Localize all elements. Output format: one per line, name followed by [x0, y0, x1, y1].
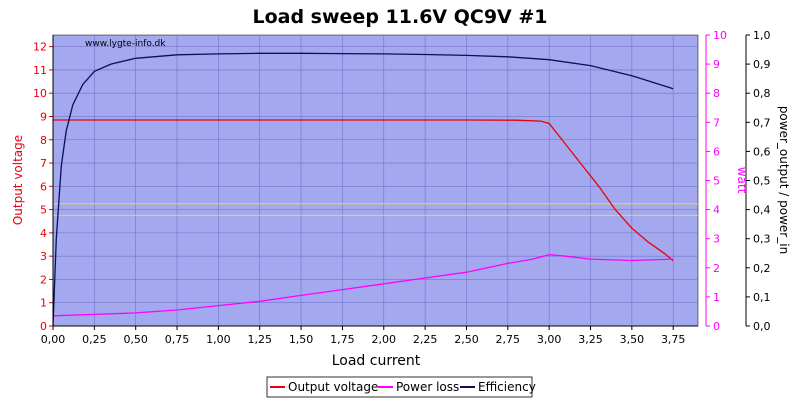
y-left-tick-label: 7	[40, 157, 47, 170]
x-tick-label: 1,00	[206, 333, 231, 346]
y-right-watt-tick-label: 8	[713, 87, 720, 100]
x-tick-label: 0,25	[82, 333, 107, 346]
y-right-efficiency-tick-label: 0,2	[753, 262, 771, 275]
legend-label-output-voltage: Output voltage	[288, 380, 378, 394]
x-tick-label: 3,00	[537, 333, 562, 346]
y-right-watt-tick-label: 2	[713, 262, 720, 275]
x-tick-label: 0,75	[165, 333, 190, 346]
series-efficiency	[52, 52, 674, 327]
y-right-watt-tick-label: 10	[713, 29, 727, 42]
y-right-watt-tick-label: 5	[713, 175, 720, 188]
y-left-tick-label: 3	[40, 250, 47, 263]
y-left-tick-label: 12	[33, 41, 47, 54]
y-right-efficiency-tick-label: 0,6	[753, 145, 771, 158]
reference-lines	[53, 203, 698, 216]
chart-title: Load sweep 11.6V QC9V #1	[252, 6, 547, 28]
x-tick-label: 1,75	[330, 333, 355, 346]
x-tick-label: 3,50	[620, 333, 645, 346]
y-right-efficiency-tick-label: 0,1	[753, 291, 771, 304]
plot-area	[52, 34, 699, 327]
y-left-axis-title: Output voltage	[11, 135, 25, 225]
y-right-watt-tick-label: 3	[713, 233, 720, 246]
y-left-tick-label: 11	[33, 64, 47, 77]
y-left-tick-label: 6	[40, 180, 47, 193]
y-right-efficiency-tick-label: 0,3	[753, 233, 771, 246]
y-right-efficiency-tick-label: 1,0	[753, 29, 771, 42]
y-left-tick-label: 9	[40, 110, 47, 123]
y-right-watt-tick-label: 7	[713, 116, 720, 129]
legend-label-efficiency: Efficiency	[478, 380, 536, 394]
x-tick-label: 2,75	[496, 333, 521, 346]
legend-box	[266, 376, 533, 398]
y-left-tick-label: 2	[40, 273, 47, 286]
x-axis-title: Load current	[332, 353, 421, 369]
y-right-watt-tick-label: 1	[713, 291, 720, 304]
y-right-watt-tick-label: 4	[713, 204, 720, 217]
y-left-tick-label: 5	[40, 204, 47, 217]
y-right-efficiency-tick-label: 0,5	[753, 175, 771, 188]
y-right-watt-tick-label: 9	[713, 58, 720, 71]
x-tick-label: 3,25	[578, 333, 603, 346]
x-tick-label: 1,50	[289, 333, 314, 346]
legend-label-power-loss: Power loss	[396, 380, 459, 394]
grid	[52, 35, 698, 327]
watermark: www.lygte-info.dk	[85, 39, 166, 49]
y-right-efficiency-axis-title: power_output / power_in	[777, 106, 791, 254]
y-right-efficiency-tick-label: 0,7	[753, 116, 771, 129]
y-right-efficiency-tick-label: 0,4	[753, 204, 771, 217]
series-power-loss	[52, 254, 674, 317]
x-tick-label: 3,75	[661, 333, 686, 346]
x-tick-label: 2,00	[372, 333, 397, 346]
y-left-tick-label: 0	[40, 320, 47, 333]
series-lines	[52, 52, 674, 327]
x-tick-label: 0,00	[41, 333, 66, 346]
y-right-efficiency-tick-label: 0,9	[753, 58, 771, 71]
x-tick-label: 2,50	[454, 333, 479, 346]
y-right-efficiency-tick-label: 0,8	[753, 87, 771, 100]
y-right-efficiency-tick-label: 0,0	[753, 320, 771, 333]
y-left-tick-label: 10	[33, 87, 47, 100]
x-tick-label: 1,25	[247, 333, 272, 346]
series-output-voltage	[53, 119, 674, 262]
x-tick-label: 2,25	[413, 333, 438, 346]
y-right-watt-axis-title: watt	[735, 167, 749, 194]
y-left-tick-label: 4	[40, 227, 47, 240]
y-left-tick-label: 8	[40, 134, 47, 147]
legend: Output voltage Power loss Efficiency	[266, 376, 536, 398]
y-right-watt-tick-label: 0	[713, 320, 720, 333]
x-tick-label: 0,50	[123, 333, 148, 346]
y-left-tick-label: 1	[40, 297, 47, 310]
y-right-watt-tick-label: 6	[713, 145, 720, 158]
axes: 0,00 0,25 0,50 0,75 1,00 1,25 1,50 1,75 2,00 2,25…	[33, 29, 771, 346]
